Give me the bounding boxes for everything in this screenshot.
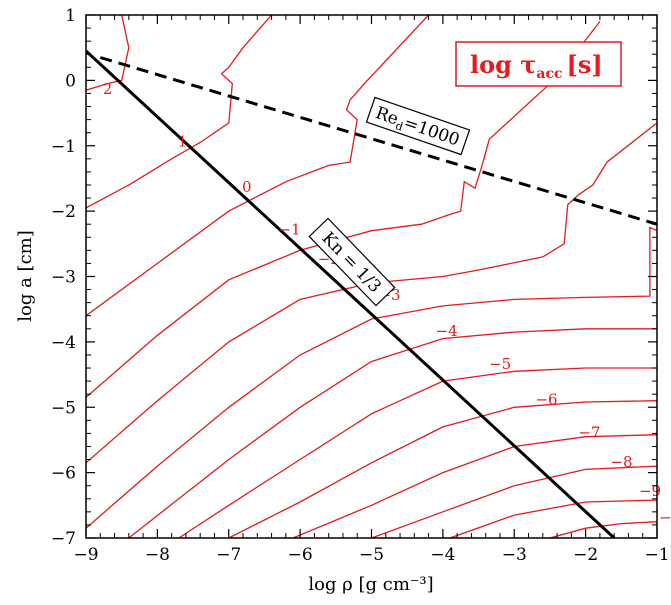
contour-line bbox=[178, 367, 657, 538]
x-tick-label: −2 bbox=[573, 545, 598, 565]
x-tick-label: −5 bbox=[359, 545, 384, 565]
legend: log τacc [s] bbox=[455, 41, 622, 87]
x-axis-label: log ρ [g cm⁻³] bbox=[308, 574, 433, 595]
red-annotation-box bbox=[365, 96, 471, 156]
contour-line bbox=[128, 328, 657, 538]
contour-line bbox=[228, 400, 657, 538]
contour-line bbox=[371, 465, 657, 538]
knudsen-line bbox=[86, 49, 616, 538]
contour-label: −7 bbox=[578, 423, 600, 441]
y-axis-label: log a [cm] bbox=[15, 230, 36, 322]
contour-line bbox=[86, 15, 130, 91]
y-tick-label: −5 bbox=[51, 398, 76, 418]
y-tick-label: −1 bbox=[51, 137, 76, 157]
contour-labels: 210−1−2−3−4−5−6−7−8−9−10 bbox=[103, 80, 671, 526]
contour-line bbox=[86, 226, 657, 529]
contour-label: 1 bbox=[178, 132, 188, 150]
contour-line bbox=[549, 521, 657, 538]
contour-label: −6 bbox=[535, 391, 557, 409]
y-tick-label: −2 bbox=[51, 202, 76, 222]
contour-label: −5 bbox=[489, 355, 511, 373]
x-tick-label: −4 bbox=[430, 545, 455, 565]
legend-title: log τacc [s] bbox=[470, 50, 603, 82]
x-tick-label: −7 bbox=[216, 545, 241, 565]
x-tick-label: −1 bbox=[644, 545, 669, 565]
y-tick-label: −7 bbox=[51, 529, 76, 549]
y-tick-label: −6 bbox=[51, 464, 76, 484]
y-tick-label: −4 bbox=[51, 333, 76, 353]
contour-line bbox=[449, 499, 657, 538]
x-tick-label: −8 bbox=[145, 545, 170, 565]
contour-label: −10 bbox=[659, 508, 671, 526]
kn-annotation-box bbox=[308, 217, 396, 307]
contour-layer bbox=[86, 15, 657, 538]
contour-line bbox=[292, 434, 657, 538]
contour-line bbox=[86, 21, 601, 398]
contour-line bbox=[86, 122, 657, 464]
contour-label: −9 bbox=[639, 482, 661, 500]
contour-line bbox=[86, 15, 273, 209]
reynolds-line bbox=[99, 56, 657, 226]
contour-label: −1 bbox=[279, 221, 301, 239]
contour-label: −4 bbox=[436, 322, 458, 340]
reference-lines bbox=[86, 49, 657, 538]
x-tick-label: −3 bbox=[502, 545, 527, 565]
red-annotation: Red=1000 bbox=[365, 96, 471, 156]
contour-line bbox=[86, 15, 430, 317]
y-tick-label: 1 bbox=[65, 6, 76, 26]
x-tick-label: −6 bbox=[288, 545, 313, 565]
contour-label: −8 bbox=[610, 453, 632, 471]
legend-box bbox=[455, 41, 622, 87]
contour-label: 2 bbox=[103, 80, 113, 98]
y-tick-label: −3 bbox=[51, 268, 76, 288]
contour-label: 0 bbox=[242, 178, 252, 196]
x-tick-label: −9 bbox=[73, 545, 98, 565]
axis-ticks: −9 −8 −7 −6 −5 −4 −3 −2 −1−7−6−5−4−3−2−101 bbox=[51, 6, 670, 565]
y-tick-label: 0 bbox=[65, 71, 76, 91]
